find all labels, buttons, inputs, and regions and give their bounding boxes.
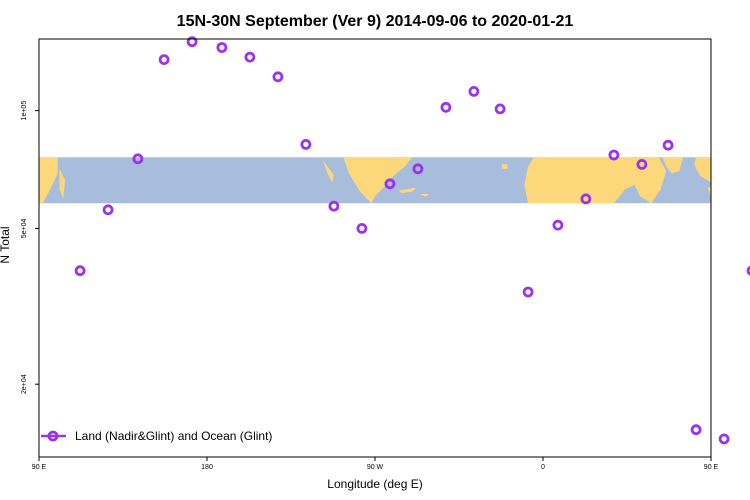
- chart-title: 15N-30N September (Ver 9) 2014-09-06 to …: [177, 13, 574, 30]
- data-point: [494, 103, 506, 115]
- data-point: [216, 42, 228, 53]
- land-shape: [39, 157, 58, 204]
- data-point: [300, 138, 312, 150]
- x-tick-label: 90 W: [367, 464, 384, 471]
- plot-frame: [38, 38, 712, 458]
- land-shape: [399, 187, 417, 194]
- x-tick-label: 180: [201, 464, 213, 471]
- data-point: [468, 86, 480, 97]
- data-point: [412, 163, 424, 175]
- data-point: [608, 149, 620, 161]
- x-tick-label: 90 E: [704, 464, 719, 471]
- land-shape: [524, 157, 667, 204]
- land-shape: [694, 157, 711, 204]
- legend: Land (Nadir&Glint) and Ocean (Glint): [41, 429, 272, 443]
- data-point: [74, 265, 86, 277]
- data-point: [384, 178, 396, 190]
- land-shape: [662, 157, 683, 174]
- land-shape: [707, 187, 711, 197]
- y-tick-label: 5e+04: [21, 219, 28, 239]
- data-point: [244, 51, 256, 63]
- land-shape: [343, 157, 413, 204]
- legend-marker: [47, 430, 59, 442]
- y-tick-label: 1e+05: [21, 101, 28, 121]
- axis-ticks: 90 E 180 90 W 0 90 E 2e+04 5e+04 1e+05: [21, 101, 719, 471]
- data-point: [102, 204, 114, 216]
- y-tick-label: 2e+04: [21, 374, 28, 394]
- data-point: [718, 433, 730, 445]
- data-point: [690, 424, 702, 436]
- land-shape: [322, 159, 334, 183]
- y-axis-label: N Total: [0, 226, 12, 263]
- data-point: [746, 265, 750, 276]
- data-point: [636, 158, 648, 170]
- data-point: [132, 153, 144, 165]
- data-point: [272, 71, 284, 83]
- legend-label: Land (Nadir&Glint) and Ocean (Glint): [75, 429, 272, 443]
- data-point: [662, 139, 674, 151]
- x-axis-label: Longitude (deg E): [327, 477, 422, 491]
- map-band: [39, 157, 711, 204]
- data-point: [158, 54, 170, 65]
- x-tick-label: 90 E: [32, 464, 47, 471]
- land-shape: [419, 194, 430, 197]
- data-point: [186, 36, 198, 48]
- data-point: [356, 222, 368, 234]
- land-shape: [59, 168, 66, 199]
- data-points: [74, 36, 750, 445]
- x-tick-label: 0: [541, 464, 545, 471]
- data-point: [522, 286, 534, 298]
- data-point: [440, 101, 452, 113]
- data-point: [328, 200, 340, 212]
- data-point: [580, 193, 592, 205]
- land-shapes: [39, 157, 711, 204]
- data-point: [552, 219, 564, 231]
- land-shape: [501, 164, 508, 169]
